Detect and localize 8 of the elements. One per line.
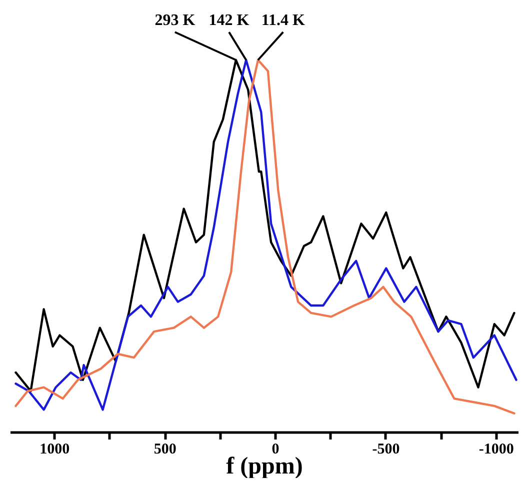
x-tick-label: -500 — [372, 442, 400, 458]
series-label: 142 K — [208, 12, 250, 30]
x-tick-label: 0 — [272, 442, 280, 458]
x-tick-label: 1000 — [40, 442, 70, 458]
series-label: 11.4 K — [261, 12, 306, 30]
x-tick-label: 500 — [154, 442, 176, 458]
text: 293 K — [154, 12, 196, 30]
x-tick-label: -1000 — [478, 442, 514, 458]
